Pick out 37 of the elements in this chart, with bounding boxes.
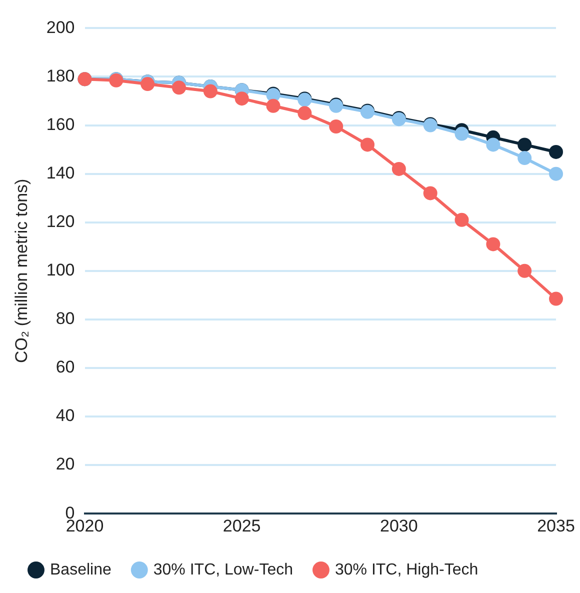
point <box>549 292 563 306</box>
y-tick-label: 100 <box>46 260 75 280</box>
point <box>518 264 532 278</box>
y-tick-label: 80 <box>56 309 75 328</box>
point <box>454 126 469 141</box>
x-tick-label: 2030 <box>380 516 418 536</box>
point <box>454 212 469 227</box>
x-tick-label: 2025 <box>222 516 261 536</box>
point <box>203 84 218 98</box>
point <box>518 138 532 152</box>
y-tick-label: 60 <box>56 358 75 377</box>
point <box>140 77 155 92</box>
y-tick-label: 200 <box>46 18 75 37</box>
point <box>266 98 280 113</box>
legend-label: 30% ITC, High-Tech <box>334 561 478 578</box>
point <box>518 151 532 166</box>
point <box>486 138 500 152</box>
point <box>486 237 500 252</box>
y-tick-label: 40 <box>56 406 75 426</box>
point <box>234 92 249 106</box>
point <box>423 186 438 200</box>
y-axis-title: CO₂ (million metric tons) <box>12 178 31 363</box>
legend-label: 30% ITC, Low-Tech <box>153 561 293 578</box>
point <box>360 138 375 152</box>
point <box>329 119 344 134</box>
point <box>549 144 563 159</box>
legend-label: Baseline <box>50 561 112 578</box>
point <box>549 166 563 181</box>
y-tick-label: 140 <box>46 164 75 183</box>
point <box>392 162 406 176</box>
y-tick-label: 180 <box>46 66 75 86</box>
x-tick-label: 2035 <box>537 516 575 536</box>
y-tick-label: 160 <box>46 114 75 134</box>
point <box>172 80 186 95</box>
y-tick-label: 20 <box>56 454 75 474</box>
point <box>298 106 312 120</box>
y-tick-label: 120 <box>46 212 75 232</box>
